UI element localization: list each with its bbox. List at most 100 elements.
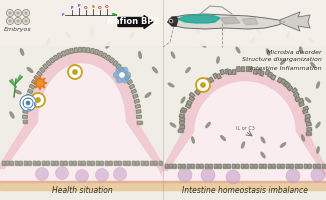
Polygon shape (23, 104, 29, 108)
Polygon shape (15, 90, 21, 94)
Polygon shape (303, 109, 308, 114)
Text: IL or C3: IL or C3 (236, 126, 254, 130)
Polygon shape (186, 67, 190, 73)
Polygon shape (168, 17, 178, 26)
Polygon shape (0, 180, 163, 190)
Polygon shape (214, 164, 217, 168)
Polygon shape (220, 17, 240, 24)
Polygon shape (281, 79, 286, 84)
Polygon shape (53, 55, 58, 60)
Polygon shape (321, 164, 324, 168)
Polygon shape (42, 160, 45, 165)
Polygon shape (46, 61, 51, 66)
Polygon shape (302, 135, 304, 141)
Polygon shape (50, 58, 55, 63)
Ellipse shape (201, 168, 215, 182)
Polygon shape (182, 108, 187, 112)
Polygon shape (317, 164, 320, 168)
Polygon shape (116, 64, 121, 69)
Ellipse shape (116, 67, 123, 74)
Polygon shape (95, 50, 98, 55)
Ellipse shape (20, 95, 36, 111)
Polygon shape (180, 121, 185, 125)
Polygon shape (306, 122, 311, 126)
Ellipse shape (36, 168, 49, 180)
Polygon shape (220, 69, 225, 75)
Polygon shape (254, 164, 257, 168)
Polygon shape (74, 48, 78, 53)
Ellipse shape (122, 67, 128, 74)
Ellipse shape (178, 168, 192, 182)
Polygon shape (242, 142, 244, 148)
Polygon shape (268, 72, 273, 77)
Polygon shape (311, 62, 315, 68)
Ellipse shape (14, 9, 22, 17)
Polygon shape (137, 120, 141, 123)
Polygon shape (118, 160, 121, 165)
Polygon shape (33, 160, 36, 165)
Polygon shape (295, 97, 301, 102)
Polygon shape (130, 32, 134, 38)
Text: Embryos: Embryos (4, 27, 32, 32)
Polygon shape (137, 115, 141, 118)
Polygon shape (228, 70, 232, 75)
Polygon shape (150, 160, 153, 165)
Polygon shape (280, 12, 310, 31)
Ellipse shape (76, 170, 88, 182)
Text: S: S (92, 5, 95, 9)
Polygon shape (46, 160, 49, 165)
Polygon shape (201, 81, 207, 87)
Polygon shape (227, 164, 230, 168)
Polygon shape (183, 164, 185, 168)
Polygon shape (125, 75, 130, 80)
Polygon shape (109, 160, 112, 165)
Ellipse shape (31, 93, 45, 107)
Polygon shape (37, 71, 42, 76)
Ellipse shape (14, 18, 22, 24)
Polygon shape (290, 164, 293, 168)
Text: Health situation: Health situation (52, 186, 112, 195)
Polygon shape (163, 180, 326, 190)
Text: O: O (84, 6, 88, 10)
Polygon shape (196, 164, 199, 168)
Ellipse shape (196, 78, 210, 92)
Text: O: O (98, 6, 102, 10)
Polygon shape (232, 70, 236, 75)
Polygon shape (266, 49, 270, 55)
Polygon shape (286, 164, 289, 168)
Polygon shape (283, 81, 289, 87)
Polygon shape (106, 55, 111, 60)
Ellipse shape (200, 82, 205, 88)
Text: O: O (105, 5, 109, 9)
Ellipse shape (9, 20, 11, 22)
Text: Intestine homeostasis imbalance: Intestine homeostasis imbalance (182, 186, 308, 195)
Polygon shape (165, 164, 168, 168)
Polygon shape (60, 160, 63, 165)
Polygon shape (253, 69, 257, 74)
Polygon shape (195, 90, 200, 95)
Text: F: F (71, 6, 73, 10)
Polygon shape (66, 50, 69, 55)
Polygon shape (295, 164, 298, 168)
Polygon shape (96, 160, 99, 165)
Polygon shape (73, 160, 76, 165)
Polygon shape (66, 32, 70, 38)
Polygon shape (0, 64, 163, 180)
Polygon shape (168, 83, 174, 87)
Polygon shape (141, 160, 143, 165)
Ellipse shape (120, 73, 125, 77)
Polygon shape (213, 73, 218, 79)
Polygon shape (309, 38, 313, 42)
Polygon shape (37, 160, 40, 165)
Polygon shape (91, 29, 93, 35)
Polygon shape (307, 128, 312, 131)
Polygon shape (171, 52, 175, 58)
Polygon shape (192, 137, 194, 143)
Polygon shape (163, 172, 326, 182)
Polygon shape (10, 79, 16, 87)
Polygon shape (313, 164, 316, 168)
Ellipse shape (226, 170, 240, 184)
Polygon shape (216, 74, 221, 79)
Polygon shape (169, 164, 172, 168)
Polygon shape (82, 47, 86, 52)
